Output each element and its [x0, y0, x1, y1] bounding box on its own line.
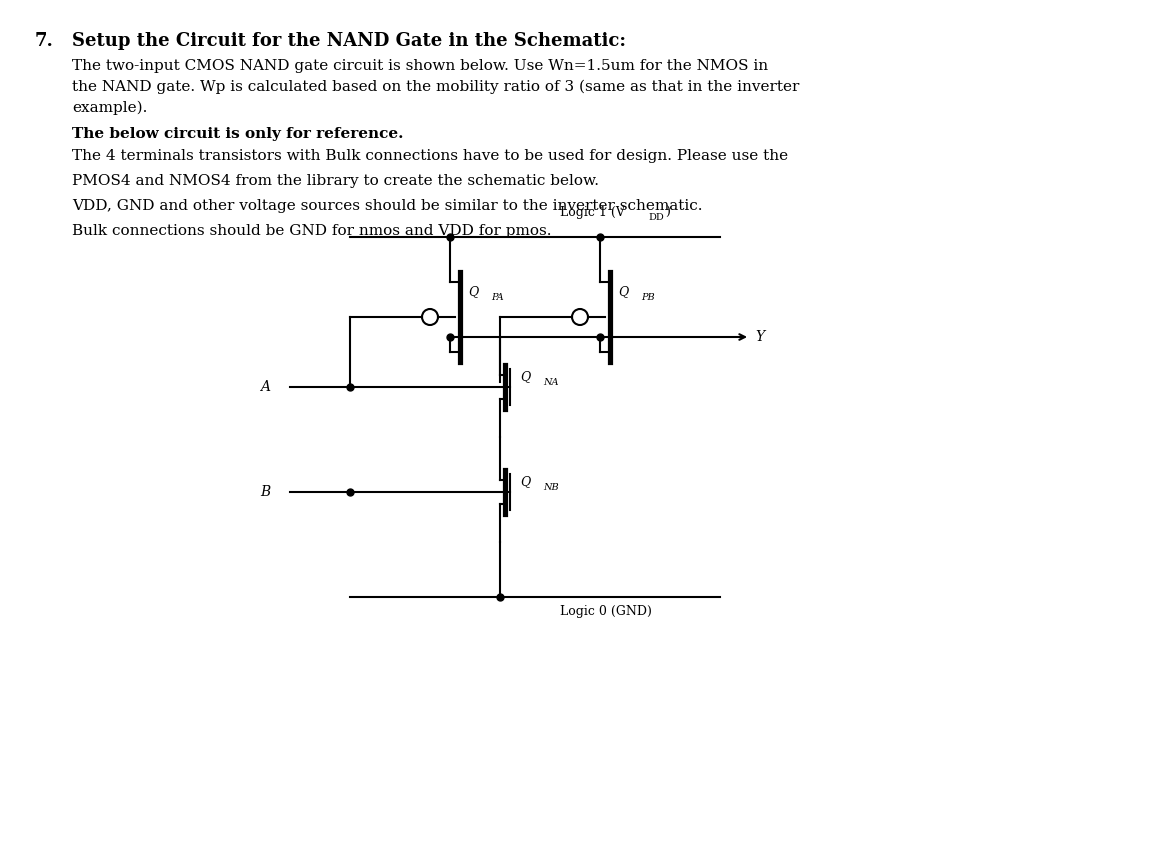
Text: NB: NB: [543, 483, 559, 491]
Text: The 4 terminals transistors with Bulk connections have to be used for design. Pl: The 4 terminals transistors with Bulk co…: [71, 149, 788, 163]
Text: Q: Q: [520, 370, 530, 384]
Text: PB: PB: [641, 292, 654, 302]
Text: B: B: [259, 485, 270, 499]
Text: PMOS4 and NMOS4 from the library to create the schematic below.: PMOS4 and NMOS4 from the library to crea…: [71, 174, 599, 188]
Text: Y: Y: [755, 330, 764, 344]
Text: A: A: [260, 380, 270, 394]
Text: Logic 0 (GND): Logic 0 (GND): [560, 605, 652, 618]
Text: VDD, GND and other voltage sources should be similar to the inverter schematic.: VDD, GND and other voltage sources shoul…: [71, 199, 703, 213]
Text: The below circuit is only for reference.: The below circuit is only for reference.: [71, 127, 403, 141]
Text: Q: Q: [468, 285, 478, 298]
Text: The two-input CMOS NAND gate circuit is shown below. Use Wn=1.5um for the NMOS i: The two-input CMOS NAND gate circuit is …: [71, 59, 799, 115]
Text: NA: NA: [543, 378, 559, 386]
Text: Q: Q: [617, 285, 628, 298]
Text: 7.: 7.: [35, 32, 54, 50]
Text: PA: PA: [491, 292, 503, 302]
Text: Q: Q: [520, 475, 530, 489]
Text: Bulk connections should be GND for nmos and VDD for pmos.: Bulk connections should be GND for nmos …: [71, 224, 552, 238]
Text: ): ): [665, 206, 669, 219]
Text: Setup the Circuit for the NAND Gate in the Schematic:: Setup the Circuit for the NAND Gate in t…: [71, 32, 626, 50]
Text: Logic 1 (V: Logic 1 (V: [560, 206, 624, 219]
Text: DD: DD: [647, 213, 664, 222]
